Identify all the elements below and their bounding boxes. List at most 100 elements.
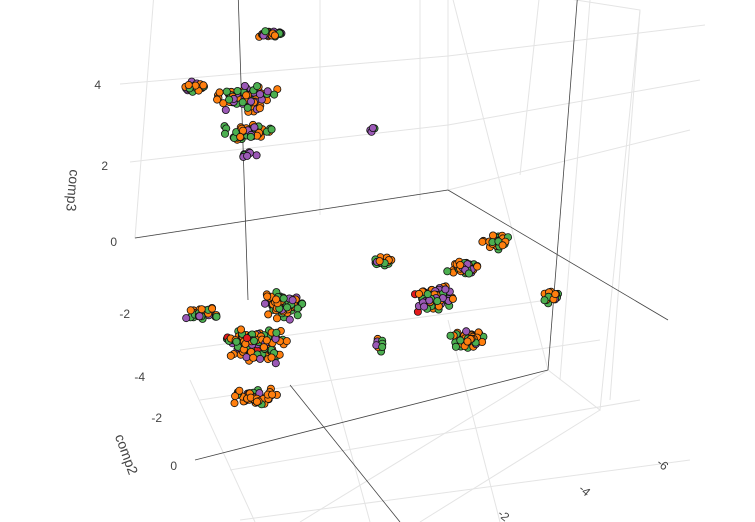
data-point[interactable] bbox=[184, 81, 193, 90]
data-point[interactable] bbox=[221, 106, 230, 115]
data-point[interactable] bbox=[238, 98, 247, 107]
data-point[interactable] bbox=[285, 315, 294, 324]
wall-grid bbox=[119, 0, 706, 401]
data-point[interactable] bbox=[279, 294, 288, 303]
data-point[interactable] bbox=[232, 337, 241, 346]
data-point[interactable] bbox=[263, 87, 272, 96]
x-tick-label: -4 bbox=[576, 482, 593, 500]
data-point[interactable] bbox=[186, 306, 195, 315]
data-point[interactable] bbox=[212, 312, 221, 321]
data-point[interactable] bbox=[250, 336, 259, 345]
data-point[interactable] bbox=[259, 343, 268, 352]
data-point[interactable] bbox=[219, 99, 228, 108]
data-point[interactable] bbox=[226, 351, 235, 360]
data-point[interactable] bbox=[272, 295, 281, 304]
data-point[interactable] bbox=[197, 305, 206, 314]
cluster-14 bbox=[182, 303, 221, 323]
cluster-3 bbox=[213, 82, 282, 116]
data-point[interactable] bbox=[270, 31, 279, 40]
data-point[interactable] bbox=[282, 337, 291, 346]
data-point[interactable] bbox=[252, 151, 261, 160]
data-point[interactable] bbox=[264, 310, 273, 319]
data-point[interactable] bbox=[252, 397, 261, 406]
data-point[interactable] bbox=[433, 297, 442, 306]
data-point[interactable] bbox=[261, 27, 270, 36]
data-point[interactable] bbox=[423, 290, 432, 299]
data-point[interactable] bbox=[220, 129, 229, 138]
cluster-12 bbox=[446, 327, 488, 352]
data-point[interactable] bbox=[288, 296, 297, 305]
data-point[interactable] bbox=[368, 124, 377, 133]
data-point[interactable] bbox=[540, 296, 549, 305]
data-point[interactable] bbox=[272, 328, 281, 337]
data-point[interactable] bbox=[463, 337, 472, 346]
data-point[interactable] bbox=[378, 342, 387, 351]
cluster-9 bbox=[443, 257, 482, 278]
data-point[interactable] bbox=[255, 90, 264, 99]
data-point[interactable] bbox=[213, 95, 222, 104]
data-point[interactable] bbox=[462, 327, 471, 336]
data-point[interactable] bbox=[498, 241, 507, 250]
data-point[interactable] bbox=[249, 353, 258, 362]
data-point[interactable] bbox=[215, 88, 224, 97]
data-point[interactable] bbox=[250, 123, 259, 132]
data-point[interactable] bbox=[182, 314, 191, 323]
data-point[interactable] bbox=[243, 103, 252, 112]
data-point[interactable] bbox=[260, 299, 269, 308]
data-point[interactable] bbox=[272, 314, 281, 323]
data-point[interactable] bbox=[253, 82, 262, 91]
data-point[interactable] bbox=[242, 91, 251, 100]
data-point[interactable] bbox=[236, 132, 245, 141]
data-point[interactable] bbox=[236, 325, 245, 334]
data-point[interactable] bbox=[243, 151, 252, 160]
data-point[interactable] bbox=[267, 353, 276, 362]
data-point[interactable] bbox=[375, 257, 384, 266]
data-point[interactable] bbox=[255, 104, 264, 113]
data-point[interactable] bbox=[246, 97, 255, 106]
data-point[interactable] bbox=[473, 262, 482, 271]
data-point[interactable] bbox=[448, 294, 457, 303]
data-point[interactable] bbox=[451, 342, 460, 351]
data-point[interactable] bbox=[231, 392, 240, 401]
data-point[interactable] bbox=[456, 336, 465, 345]
cluster-17 bbox=[230, 384, 281, 409]
data-point[interactable] bbox=[233, 87, 242, 96]
data-point[interactable] bbox=[240, 82, 249, 91]
data-point[interactable] bbox=[262, 336, 271, 345]
data-point[interactable] bbox=[283, 303, 292, 312]
back-wall-left bbox=[134, 0, 449, 239]
data-point[interactable] bbox=[464, 269, 473, 278]
data-point[interactable] bbox=[443, 267, 452, 276]
data-point[interactable] bbox=[230, 399, 239, 408]
data-point[interactable] bbox=[256, 354, 265, 363]
data-point[interactable] bbox=[420, 302, 429, 311]
data-point[interactable] bbox=[246, 132, 255, 141]
data-point[interactable] bbox=[478, 237, 487, 246]
data-point[interactable] bbox=[446, 331, 455, 340]
data-point[interactable] bbox=[271, 359, 280, 368]
data-point[interactable] bbox=[242, 334, 251, 343]
z-ticks: 4 2 0 -2 -4 bbox=[94, 78, 145, 384]
cluster-16 bbox=[222, 325, 291, 368]
data-point[interactable] bbox=[414, 289, 423, 298]
data-point[interactable] bbox=[270, 90, 279, 99]
data-point[interactable] bbox=[267, 125, 276, 134]
data-point[interactable] bbox=[263, 292, 272, 301]
data-point[interactable] bbox=[268, 390, 277, 399]
data-point[interactable] bbox=[208, 304, 217, 313]
data-point[interactable] bbox=[225, 95, 234, 104]
data-point[interactable] bbox=[551, 290, 560, 299]
data-point[interactable] bbox=[222, 87, 231, 96]
data-point[interactable] bbox=[195, 312, 204, 321]
data-point[interactable] bbox=[235, 386, 244, 395]
data-point[interactable] bbox=[456, 260, 465, 269]
data-point[interactable] bbox=[199, 81, 208, 90]
data-point[interactable] bbox=[441, 285, 450, 294]
data-point[interactable] bbox=[242, 353, 251, 362]
floor-grid bbox=[179, 299, 691, 522]
cluster-8 bbox=[371, 253, 396, 270]
data-point[interactable] bbox=[293, 304, 302, 313]
data-point[interactable] bbox=[293, 311, 302, 320]
data-point[interactable] bbox=[478, 337, 487, 346]
